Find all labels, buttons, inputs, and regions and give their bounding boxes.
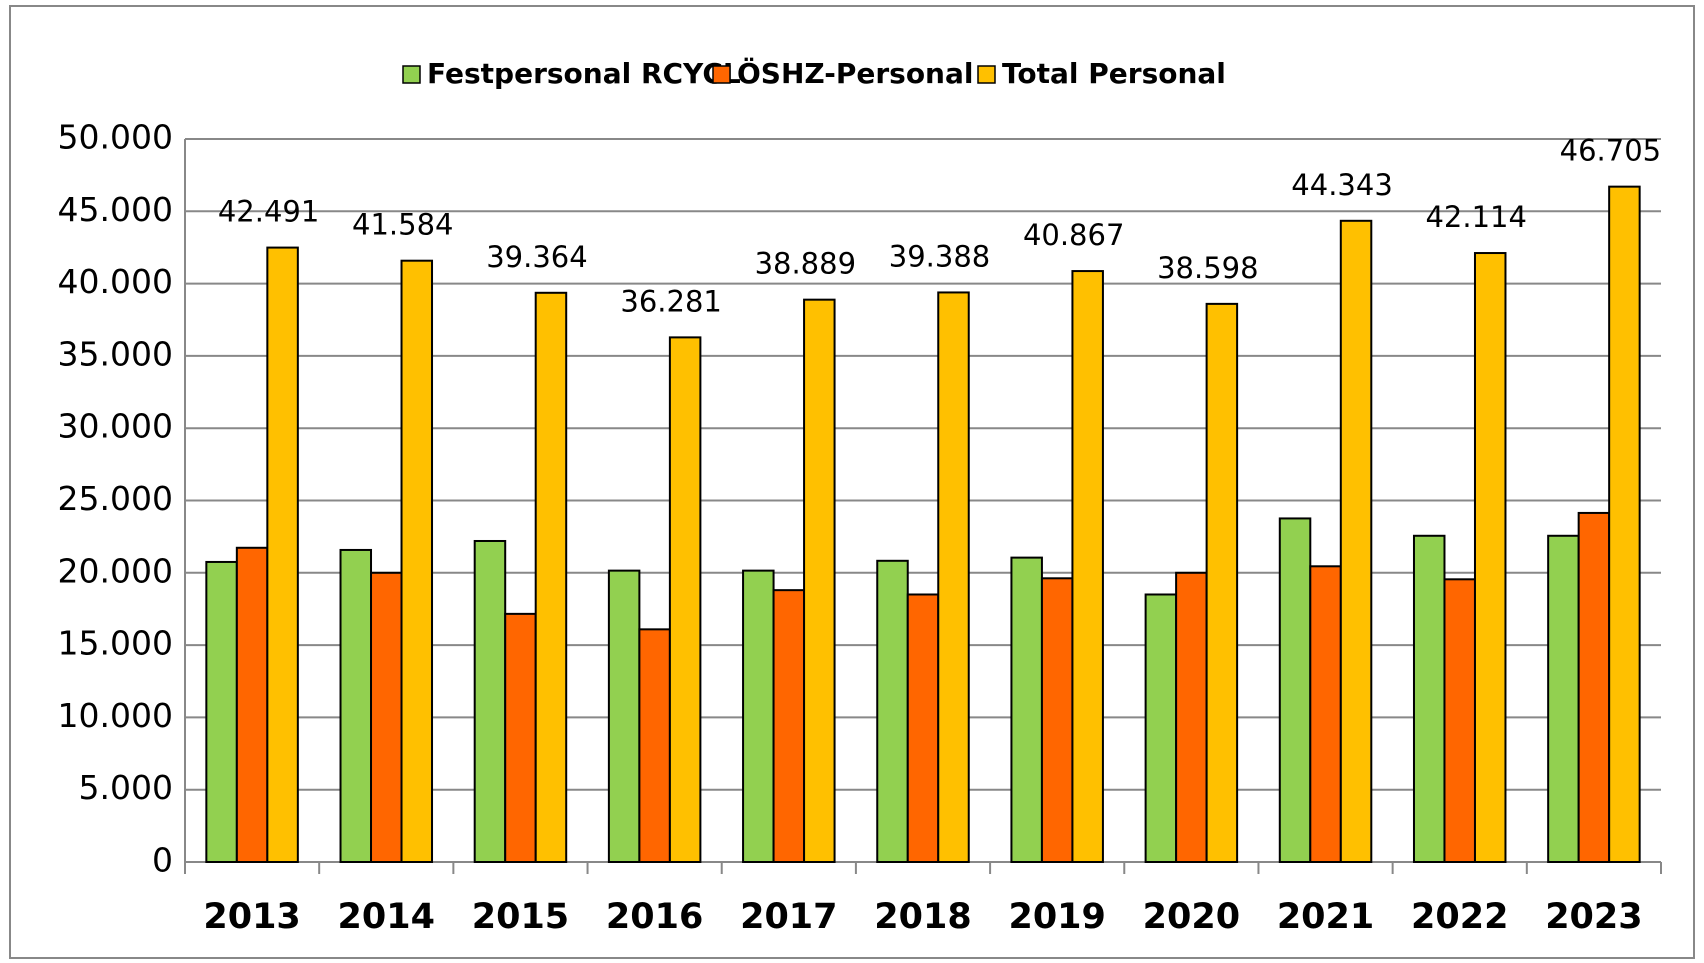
bar (876, 559, 909, 864)
data-label: 39.388 (889, 239, 990, 273)
bar (1473, 252, 1507, 863)
y-tick-label: 10.000 (58, 696, 173, 735)
bar (772, 589, 806, 863)
bar (534, 291, 568, 863)
legend-label: Total Personal (1002, 57, 1226, 90)
data-label: 39.364 (486, 240, 587, 274)
bar (1309, 565, 1342, 864)
legend-swatch (712, 65, 731, 84)
bar (339, 548, 373, 863)
bar (473, 539, 507, 863)
bar (607, 569, 641, 863)
bar (400, 259, 434, 863)
bar (1547, 534, 1580, 863)
y-tick-label: 15.000 (58, 624, 173, 663)
y-tick-label: 20.000 (58, 551, 173, 590)
bar (235, 546, 269, 863)
x-tick-label: 2021 (1277, 897, 1374, 937)
bar (937, 291, 970, 863)
data-label: 40.867 (1023, 218, 1124, 252)
x-tick-label: 2022 (1411, 897, 1508, 937)
x-tick-label: 2014 (338, 897, 435, 937)
data-label: 44.343 (1291, 168, 1392, 202)
x-tick-label: 2023 (1545, 897, 1642, 937)
x-tick-label: 2019 (1008, 897, 1105, 937)
y-tick-label: 40.000 (58, 262, 173, 301)
x-tick-label: 2020 (1143, 897, 1240, 937)
data-label: 42.491 (218, 195, 319, 229)
y-tick-label: 25.000 (58, 479, 173, 518)
bar (1608, 185, 1641, 864)
y-tick-label: 30.000 (58, 407, 173, 446)
bar (370, 571, 403, 863)
bar (1278, 517, 1312, 864)
x-tick-label: 2017 (740, 897, 837, 937)
y-tick-label: 35.000 (58, 334, 173, 373)
bar (1010, 556, 1043, 863)
x-tick-label: 2013 (203, 897, 300, 937)
data-label: 46.705 (1560, 134, 1661, 168)
data-label: 42.114 (1425, 200, 1526, 234)
y-tick-label: 50.000 (58, 118, 173, 157)
bar (205, 560, 238, 864)
bar (1175, 571, 1208, 863)
x-tick-label: 2016 (606, 897, 703, 937)
legend-label: Festpersonal RCYCL (427, 57, 741, 90)
bar (1443, 578, 1476, 863)
bar (1071, 270, 1104, 863)
data-label: 38.889 (755, 247, 856, 281)
bar (638, 628, 671, 864)
x-tick-label: 2018 (874, 897, 971, 937)
bar (906, 593, 940, 863)
bar (1144, 593, 1178, 863)
legend-label: ÖSHZ-Personal (737, 56, 973, 90)
bar (266, 246, 299, 863)
legend-swatch (977, 65, 996, 84)
y-tick-label: 45.000 (58, 190, 173, 229)
data-label: 41.584 (352, 208, 453, 242)
bar (1205, 302, 1239, 863)
y-tick-label: 5.000 (79, 768, 173, 807)
legend-swatch (402, 65, 421, 84)
bar (1040, 577, 1074, 863)
bar (803, 298, 836, 864)
x-tick-label: 2015 (472, 897, 569, 937)
data-label: 36.281 (620, 284, 721, 318)
bar (504, 612, 537, 863)
bar (1577, 511, 1611, 863)
bar (1412, 534, 1446, 863)
y-tick-label: 0 (152, 841, 173, 880)
bar (1339, 219, 1373, 863)
bar (668, 336, 702, 863)
bar (742, 569, 775, 863)
data-label: 38.598 (1157, 251, 1258, 285)
